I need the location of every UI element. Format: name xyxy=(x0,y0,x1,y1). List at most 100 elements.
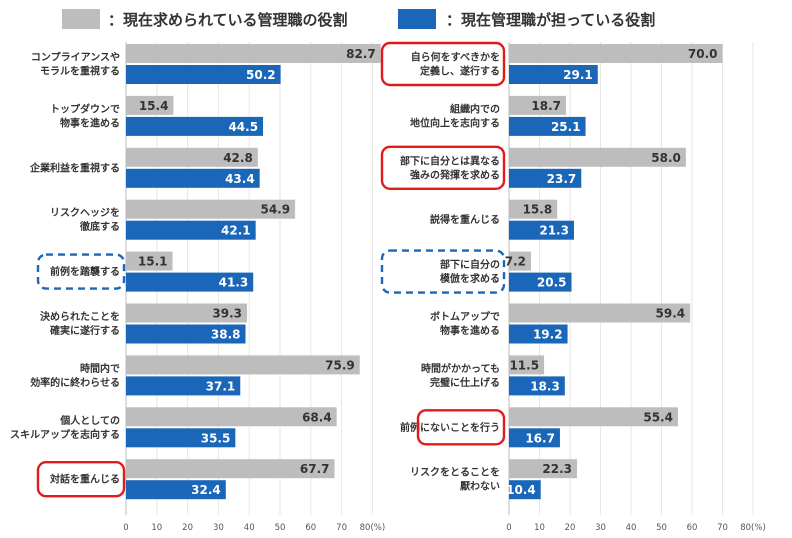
data-label: 23.7 xyxy=(547,172,577,186)
category-label: 前例を踏襲する xyxy=(50,265,120,278)
x-tick-label: 30 xyxy=(213,523,224,533)
bar-required xyxy=(126,407,337,427)
data-label: 16.7 xyxy=(525,431,555,445)
data-label: 18.3 xyxy=(530,379,560,393)
bar-actual xyxy=(126,376,241,396)
bar-required xyxy=(126,251,173,271)
bar-required xyxy=(126,44,381,63)
bar-required xyxy=(126,303,248,323)
x-tick-label: 50 xyxy=(275,523,286,533)
data-label: 38.8 xyxy=(211,328,241,342)
category-row: 部下に自分の模倣を求める 7.2 20.5 xyxy=(440,251,572,292)
x-tick-label: 40 xyxy=(626,523,637,533)
category-row: 時間がかかっても完璧に仕上げる 11.5 18.3 xyxy=(421,355,565,396)
data-label: 42.1 xyxy=(221,224,251,238)
legend-label: ：現在求められている管理職の役割 xyxy=(108,11,348,29)
data-label: 21.3 xyxy=(539,224,569,238)
data-label: 41.3 xyxy=(219,276,249,290)
bar-required xyxy=(509,303,691,323)
bar-actual xyxy=(509,324,568,344)
x-tick-label: 80(%) xyxy=(740,523,766,533)
bar-required xyxy=(509,459,578,479)
bar-required xyxy=(126,355,360,375)
data-label: 35.5 xyxy=(201,431,231,445)
bar-actual xyxy=(509,428,560,448)
data-label: 50.2 xyxy=(246,68,276,82)
data-label: 39.3 xyxy=(212,307,242,321)
chart-panel-1: 0 10 20 30 40 50 60 70 80(%) コンプライアンスやモラルを重視する 82.… xyxy=(10,42,385,533)
highlight-box-red xyxy=(380,41,506,87)
data-label: 15.8 xyxy=(523,203,553,217)
x-tick-label: 0 xyxy=(506,523,511,533)
legend-item-1: ：現在求められている管理職の役割 xyxy=(62,9,348,29)
data-label: 37.1 xyxy=(206,379,236,393)
x-tick-label: 50 xyxy=(656,523,667,533)
bar-actual xyxy=(126,65,281,84)
category-row: 対話を重んじる 67.7 32.4 xyxy=(49,459,335,500)
category-label: 対話を重んじる xyxy=(49,473,120,486)
legend-label: ：現在管理職が担っている役割 xyxy=(446,11,655,29)
data-label: 29.1 xyxy=(563,68,593,82)
bar-required xyxy=(509,147,686,167)
x-tick-label: 10 xyxy=(151,523,162,533)
data-label: 22.3 xyxy=(542,462,572,476)
category-label: 個人としてのスキルアップを志向する xyxy=(10,414,120,441)
x-tick-label: 80(%) xyxy=(360,523,386,533)
highlight-box-dashed xyxy=(36,253,126,290)
data-label: 32.4 xyxy=(191,483,221,497)
category-row: 部下に自分とは異なる強みの発揮を求める 58.0 23.7 xyxy=(400,147,686,188)
category-row: 前例を踏襲する 15.1 41.3 xyxy=(50,251,254,292)
category-row: 時間内で効率的に終わらせる 75.9 37.1 xyxy=(30,355,360,396)
bar-required xyxy=(509,251,531,271)
highlight-box-red xyxy=(416,409,506,446)
legend-item-2: ：現在管理職が担っている役割 xyxy=(398,9,655,29)
highlight-box-red xyxy=(36,461,126,498)
data-label: 19.2 xyxy=(533,328,563,342)
category-row: 組織内での地位向上を志向する 18.7 25.1 xyxy=(410,95,586,136)
category-label: 時間がかかっても完璧に仕上げる xyxy=(421,362,500,389)
legend-swatch xyxy=(398,9,436,29)
category-label: 決められたことを確実に遂行する xyxy=(40,310,120,337)
data-label: 54.9 xyxy=(260,203,290,217)
category-label: 時間内で効率的に終わらせる xyxy=(30,362,120,389)
x-tick-label: 60 xyxy=(687,523,698,533)
category-label: リスクヘッジを徹底する xyxy=(50,207,120,233)
category-label: 部下に自分の模倣を求める xyxy=(440,258,500,285)
category-label: 部下に自分とは異なる強みの発揮を求める xyxy=(400,154,500,181)
bar-actual xyxy=(509,272,572,292)
highlight-box-dashed xyxy=(380,249,506,294)
bar-actual xyxy=(509,168,582,188)
category-row: 個人としてのスキルアップを志向する 68.4 35.5 xyxy=(10,407,337,448)
bar-required xyxy=(509,199,558,219)
category-row: ボトムアップで物事を進める 59.4 19.2 xyxy=(430,303,691,344)
category-label: コンプライアンスやモラルを重視する xyxy=(31,51,120,78)
x-tick-label: 10 xyxy=(534,523,545,533)
bar-required xyxy=(509,44,723,63)
bar-actual xyxy=(126,220,256,240)
data-label: 67.7 xyxy=(300,462,330,476)
category-row: コンプライアンスやモラルを重視する 82.7 50.2 xyxy=(31,44,381,84)
bar-required xyxy=(126,147,258,167)
data-label: 68.4 xyxy=(302,410,332,424)
highlight-box-red xyxy=(380,145,506,191)
chart-panel-2: 0 10 20 30 40 50 60 70 80(%) 自ら何をすべきかを定義し、遂行する 70.… xyxy=(380,41,766,533)
data-label: 42.8 xyxy=(223,151,253,165)
bar-actual xyxy=(126,428,236,448)
category-label: ボトムアップで物事を進める xyxy=(430,310,500,337)
x-tick-label: 20 xyxy=(565,523,576,533)
category-label: 説得を重んじる xyxy=(430,213,500,226)
bar-actual xyxy=(509,376,565,396)
category-row: トップダウンで物事を進める 15.4 44.5 xyxy=(50,95,264,136)
x-tick-label: 70 xyxy=(336,523,347,533)
category-row: 決められたことを確実に遂行する 39.3 38.8 xyxy=(40,303,248,344)
bar-actual xyxy=(126,324,246,344)
category-row: 前例にないことを行う 55.4 16.7 xyxy=(400,407,678,448)
bar-required xyxy=(126,199,296,219)
x-tick-label: 70 xyxy=(717,523,728,533)
data-label: 18.7 xyxy=(531,99,561,113)
data-label: 43.4 xyxy=(225,172,255,186)
x-tick-label: 40 xyxy=(244,523,255,533)
bar-actual xyxy=(126,116,264,136)
category-label: トップダウンで物事を進める xyxy=(50,102,120,129)
